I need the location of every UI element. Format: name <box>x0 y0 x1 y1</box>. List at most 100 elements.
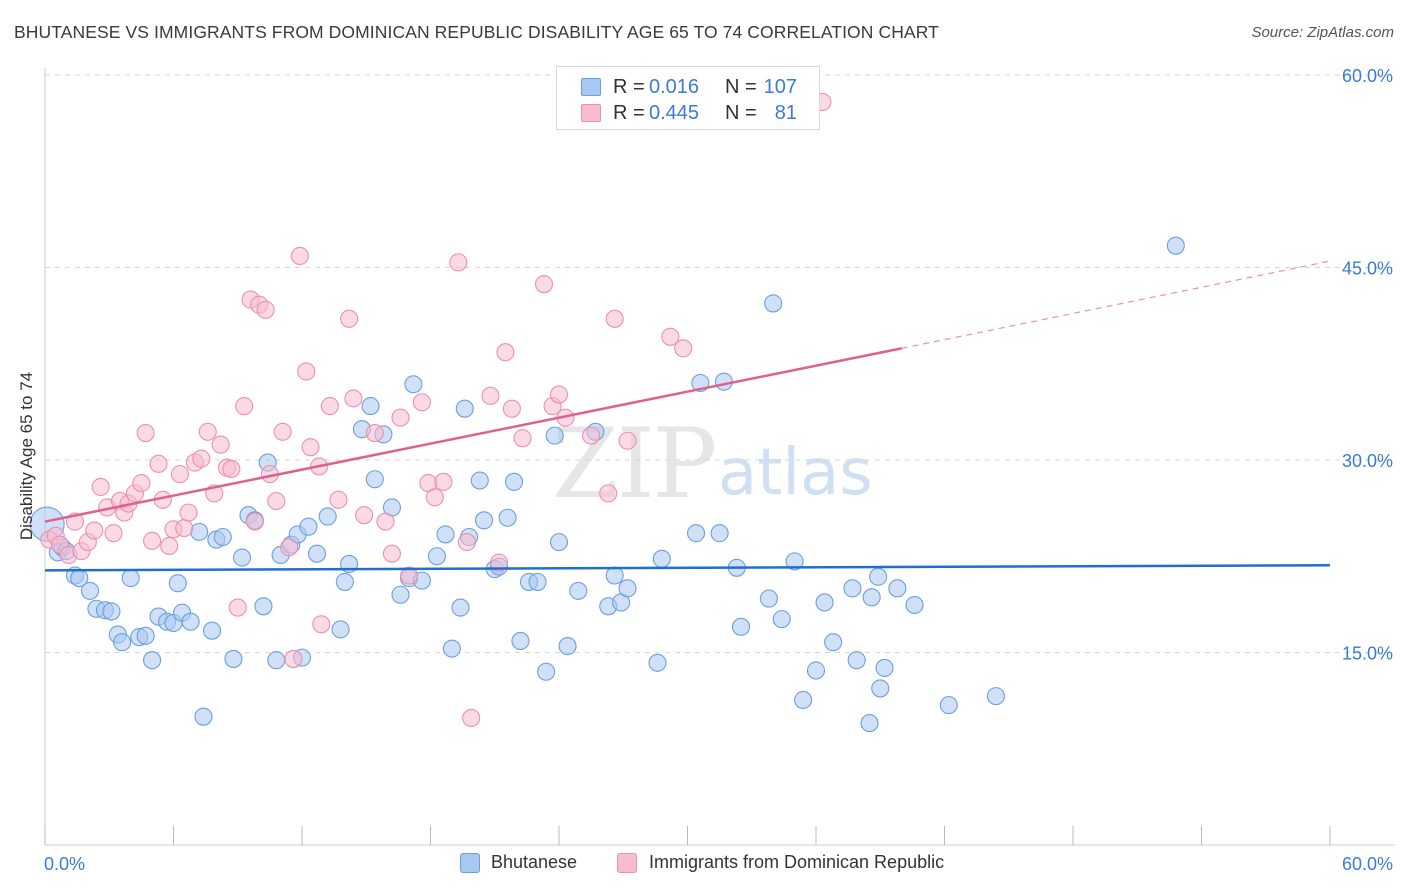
point-bhutanese <box>545 426 564 445</box>
point-dominican <box>222 459 241 479</box>
point-dominican <box>143 531 162 550</box>
point-dominican <box>284 649 303 668</box>
point-dominican <box>462 708 481 728</box>
point-dominican <box>91 477 110 497</box>
point-dominican <box>175 518 194 538</box>
point-dominican <box>618 431 637 450</box>
point-bhutanese <box>875 658 894 677</box>
point-dominican <box>391 408 410 427</box>
point-bhutanese <box>759 589 778 608</box>
point-bhutanese <box>824 633 843 652</box>
point-dominican <box>400 566 419 585</box>
stats-row-pink: R = 0.445 N = 81 <box>557 102 819 128</box>
point-dominican <box>513 429 532 448</box>
point-bhutanese <box>404 375 423 394</box>
point-bhutanese <box>731 617 751 636</box>
trendline-dominican <box>44 347 902 523</box>
y-tick-label: 45.0% <box>1342 259 1393 279</box>
point-bhutanese <box>1166 236 1185 255</box>
x-tick-label: 0.0% <box>44 854 85 874</box>
point-bhutanese <box>427 547 446 566</box>
y-tick-label: 60.0% <box>1342 66 1393 86</box>
point-bhutanese <box>213 527 232 547</box>
point-bhutanese <box>224 649 243 668</box>
point-bhutanese <box>181 612 200 631</box>
stats-box: R = 0.016 N = 107 R = 0.445 N = 81 <box>556 66 820 130</box>
point-bhutanese <box>869 567 888 586</box>
point-bhutanese <box>888 579 907 598</box>
point-bhutanese <box>504 472 524 491</box>
point-bhutanese <box>190 522 209 541</box>
point-dominican <box>329 490 348 509</box>
point-dominican <box>434 472 453 491</box>
point-dominican <box>179 503 198 522</box>
point-dominican <box>245 512 264 531</box>
point-dominican <box>160 536 179 556</box>
point-dominican <box>344 389 363 408</box>
point-bhutanese <box>451 598 470 617</box>
point-bhutanese <box>847 651 866 670</box>
point-dominican <box>412 393 431 412</box>
point-bhutanese <box>860 714 879 733</box>
point-dominican <box>211 435 230 454</box>
point-bhutanese <box>939 696 958 715</box>
pink-n-value: 81 <box>774 102 797 124</box>
point-dominican <box>365 423 384 443</box>
source-label: Source: ZipAtlas.com <box>1251 24 1394 41</box>
point-dominican <box>228 598 247 617</box>
point-bhutanese <box>764 294 783 313</box>
point-bhutanese <box>365 470 384 489</box>
point-dominican <box>376 512 395 531</box>
point-bhutanese <box>710 524 729 543</box>
point-bhutanese <box>436 525 455 544</box>
point-dominican <box>192 449 211 468</box>
point-dominican <box>149 454 168 473</box>
point-bhutanese <box>307 544 327 563</box>
point-bhutanese <box>194 707 213 726</box>
point-bhutanese <box>605 566 624 585</box>
legend-pink-swatch <box>617 853 637 873</box>
point-dominican <box>290 246 309 265</box>
pink-r-value: 0.445 <box>649 102 700 124</box>
point-bhutanese <box>474 511 494 530</box>
point-dominican <box>132 474 151 493</box>
point-bhutanese <box>569 581 588 600</box>
point-dominican <box>170 465 189 484</box>
point-bhutanese <box>391 585 410 604</box>
point-bhutanese <box>537 662 556 681</box>
blue-swatch <box>581 78 601 96</box>
chart-title: BHUTANESE VS IMMIGRANTS FROM DOMINICAN R… <box>14 22 939 42</box>
point-dominican <box>582 426 601 445</box>
point-bhutanese <box>528 572 547 591</box>
point-dominican <box>502 399 521 418</box>
point-dominican <box>198 422 217 441</box>
point-bhutanese <box>267 651 286 670</box>
point-dominican <box>267 492 286 511</box>
point-bhutanese <box>905 595 924 615</box>
point-dominican <box>301 438 320 457</box>
blue-n-value: 107 <box>763 76 797 98</box>
point-bhutanese <box>549 533 569 552</box>
point-dominican <box>104 524 123 543</box>
point-dominican <box>297 362 316 381</box>
point-dominican <box>605 309 624 328</box>
pink-swatch <box>581 104 601 122</box>
point-bhutanese <box>442 639 461 658</box>
point-bhutanese <box>871 679 890 698</box>
trendline-dominican-extension <box>901 260 1331 349</box>
point-bhutanese <box>794 690 813 710</box>
trendline-bhutanese <box>44 563 1331 572</box>
legend-pink-label: Immigrants from Dominican Republic <box>649 852 945 872</box>
blue-r-value: 0.016 <box>649 76 700 98</box>
point-dominican <box>449 253 468 272</box>
point-bhutanese <box>121 569 140 588</box>
point-bhutanese <box>455 399 474 418</box>
point-bhutanese <box>143 651 162 670</box>
point-bhutanese <box>815 593 834 612</box>
watermark-atlas: atlas <box>718 436 873 510</box>
point-bhutanese <box>318 507 337 526</box>
point-bhutanese <box>986 687 1005 706</box>
point-dominican <box>320 397 339 416</box>
point-bhutanese <box>168 574 187 593</box>
